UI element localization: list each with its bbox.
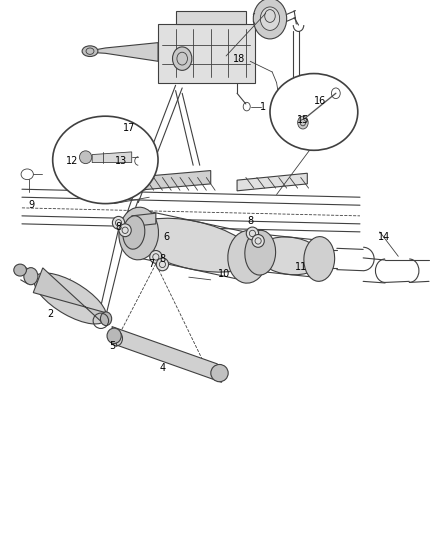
Text: 7: 7 (148, 259, 154, 269)
Text: 8: 8 (115, 222, 121, 231)
Ellipse shape (132, 218, 253, 272)
Ellipse shape (256, 237, 322, 274)
Polygon shape (96, 43, 158, 61)
Text: 16: 16 (314, 96, 326, 106)
Ellipse shape (149, 251, 162, 263)
Text: 14: 14 (377, 232, 389, 242)
Ellipse shape (156, 258, 168, 271)
Polygon shape (237, 173, 307, 191)
Ellipse shape (269, 74, 357, 150)
Ellipse shape (303, 237, 334, 281)
Text: 5: 5 (109, 342, 115, 351)
Ellipse shape (53, 116, 158, 204)
Ellipse shape (100, 312, 111, 326)
Text: 15: 15 (296, 115, 308, 125)
Ellipse shape (172, 47, 191, 70)
Text: 8: 8 (159, 254, 165, 263)
Text: 1: 1 (260, 102, 266, 111)
Ellipse shape (112, 216, 124, 229)
Text: 17: 17 (123, 123, 135, 133)
Ellipse shape (227, 231, 267, 283)
Ellipse shape (14, 264, 26, 276)
Ellipse shape (210, 365, 228, 382)
Text: 2: 2 (47, 310, 53, 319)
Text: 11: 11 (294, 262, 306, 271)
Ellipse shape (82, 46, 98, 56)
Ellipse shape (123, 216, 145, 249)
Text: 4: 4 (159, 363, 165, 373)
Ellipse shape (34, 273, 106, 324)
Polygon shape (112, 327, 221, 382)
Ellipse shape (79, 151, 92, 164)
Polygon shape (158, 24, 254, 83)
Ellipse shape (246, 227, 258, 240)
Polygon shape (118, 171, 210, 192)
Ellipse shape (253, 0, 286, 39)
Polygon shape (33, 268, 108, 324)
Text: 9: 9 (28, 200, 35, 210)
Text: 12: 12 (66, 156, 78, 166)
Ellipse shape (119, 207, 158, 260)
Ellipse shape (260, 7, 279, 30)
Polygon shape (131, 213, 155, 227)
Text: 10: 10 (217, 270, 230, 279)
Ellipse shape (251, 235, 264, 247)
Text: 6: 6 (163, 232, 170, 242)
Ellipse shape (24, 268, 38, 285)
Ellipse shape (244, 230, 275, 275)
Ellipse shape (297, 116, 307, 129)
Polygon shape (92, 152, 131, 163)
Ellipse shape (107, 328, 121, 343)
Text: 18: 18 (233, 54, 245, 63)
Text: 8: 8 (247, 216, 253, 226)
Text: 13: 13 (114, 156, 127, 166)
Polygon shape (175, 11, 245, 24)
Ellipse shape (119, 224, 131, 237)
